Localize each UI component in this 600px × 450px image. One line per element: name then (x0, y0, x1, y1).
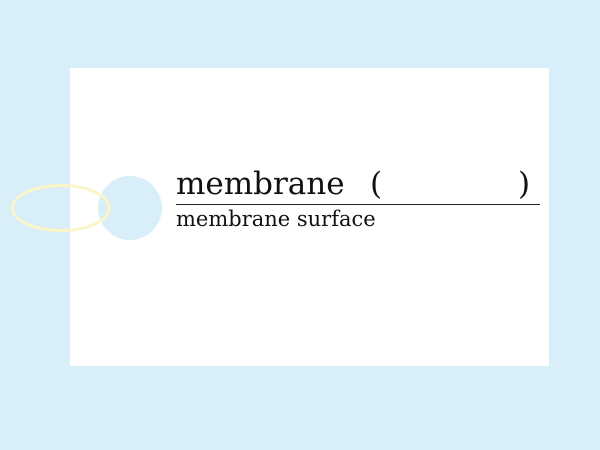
blank-close-paren: ) (518, 166, 531, 202)
key-ring (11, 184, 111, 232)
word-row: membrane ( ) (176, 164, 540, 205)
vocabulary-word: membrane (176, 166, 345, 202)
word-meaning: membrane surface (176, 207, 376, 231)
blank-open-paren: ( (370, 166, 383, 202)
